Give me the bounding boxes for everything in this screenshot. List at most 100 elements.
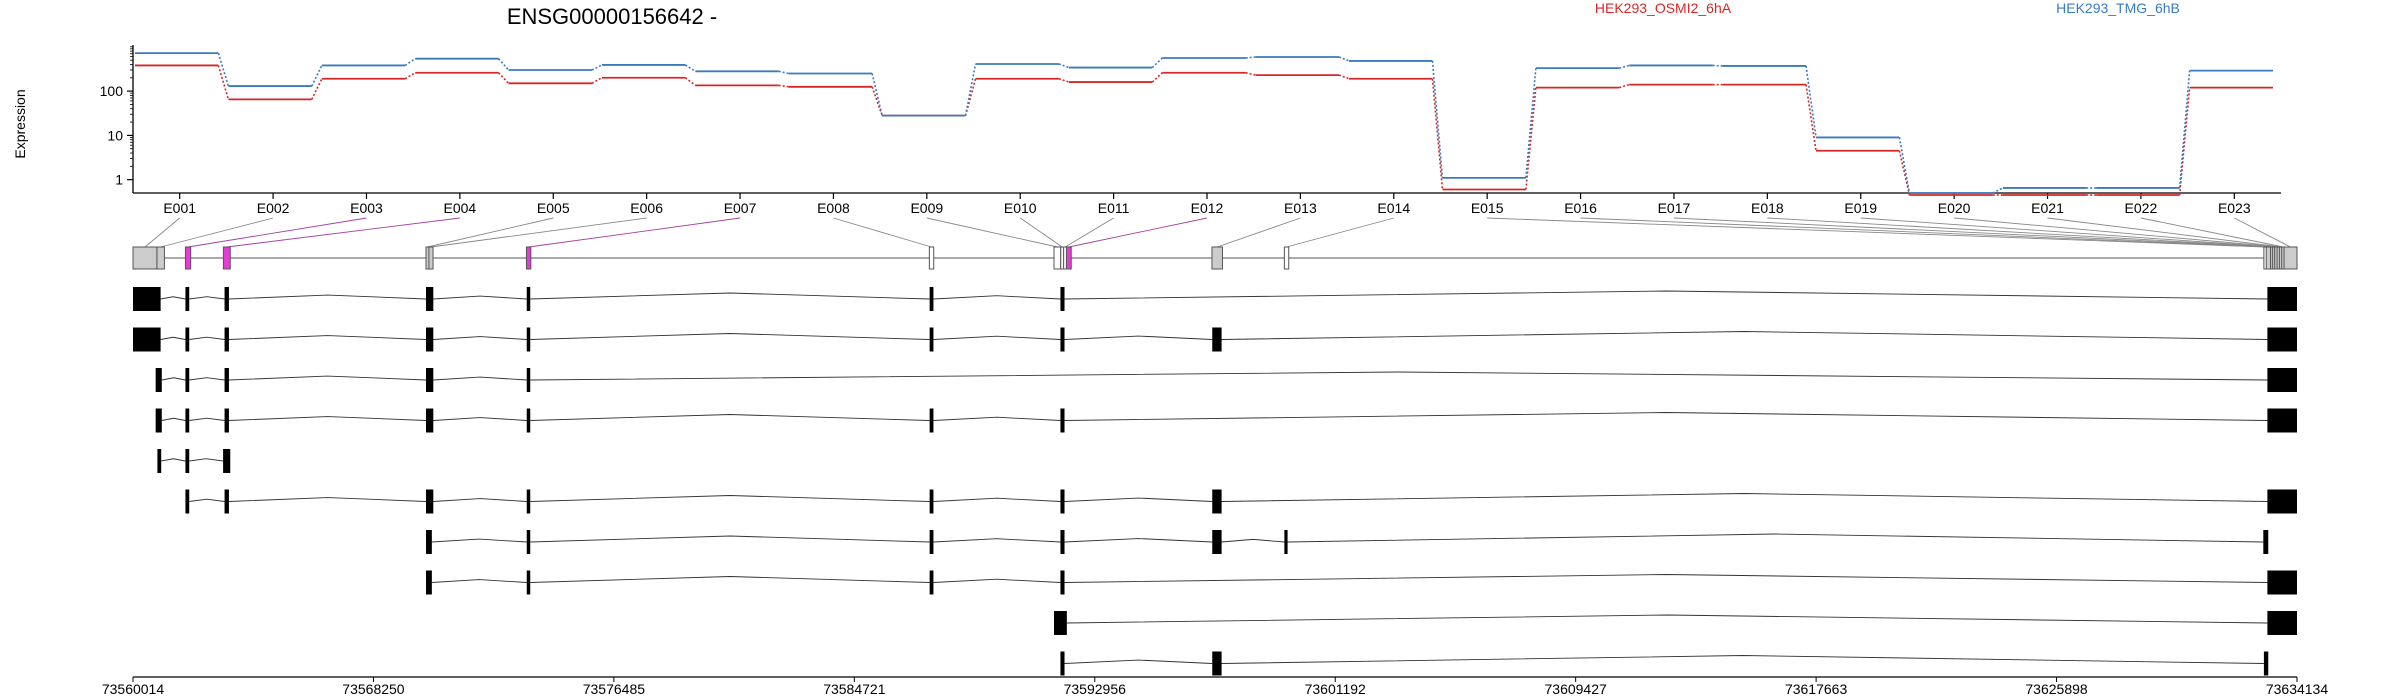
y-tick-label: 1 [115,172,123,188]
connector-E012 [1068,217,1208,248]
exon [185,327,190,352]
exon [526,530,531,554]
exon [133,287,161,311]
intron [933,416,1061,421]
coord-label: 73634134 [2266,681,2329,697]
intron [1064,538,1213,543]
exon [155,368,162,392]
series-connector [217,52,230,87]
transcript-5 [157,449,231,473]
connector-E015 [1487,217,2266,248]
connector-E001 [144,217,180,248]
exon [526,368,531,392]
exon-bin-E014 [1283,246,1290,270]
gene-model [132,246,2298,270]
x-tick-label: E017 [1658,200,1691,216]
intron [189,417,225,421]
connector-E023 [2234,217,2291,248]
x-tick-label: E001 [163,200,196,216]
intron [228,497,427,502]
exon-bin-E023 [2283,246,2298,270]
coord-label: 73568250 [342,681,405,697]
exon [526,287,531,311]
exon [1060,327,1065,352]
connector-E002 [160,217,274,248]
series-connector [1805,84,1817,151]
exon-bin-E016 [2265,246,2272,270]
series-connector [871,73,883,116]
exon [1212,651,1222,676]
exon [526,408,531,433]
intron [933,578,1061,583]
exon [426,368,434,392]
series-connector [1058,63,1070,69]
connector-E003 [187,217,367,248]
exon [1060,651,1065,676]
series-connector [2178,87,2191,196]
connector-E019 [1860,217,2277,248]
coord-label: 73560014 [102,681,165,697]
y-axis-label: Expression [12,89,28,158]
series-connector [1151,57,1163,69]
connector-E014 [1286,217,1394,248]
x-tick-label: E008 [817,200,850,216]
intron [1064,574,2268,583]
exon [426,327,434,352]
transcripts [133,287,2297,676]
axes: 1 10 100 E001 E002 E003 E004 E005 E006 E007 E008 E0… [100,45,2281,216]
chart-title: ENSG00000156642 - [507,4,717,29]
series-connector [871,86,883,116]
intron [433,295,527,300]
x-tick-label: E010 [1004,200,1037,216]
exon [1060,570,1065,595]
intron [228,294,427,300]
intron [1221,331,2268,340]
intron [933,295,1061,300]
series-connector [311,65,323,87]
intron [933,538,1061,543]
exon [2267,368,2297,392]
coord-label: 73576485 [583,681,646,697]
exon [2267,570,2297,595]
intron [1066,614,2268,624]
series-connector [1431,78,1444,190]
x-tick-label: E007 [724,200,757,216]
exon [929,530,934,554]
series-connector [591,64,603,71]
series-connector [1619,83,1630,89]
intron [228,335,427,340]
intron [189,296,225,300]
exon [185,449,190,473]
x-tick-label: E019 [1844,200,1877,216]
series-connector [1338,56,1350,62]
connector-E004 [226,217,460,248]
intron [189,458,224,462]
legend-entry-osmi2: HEK293_OSMI2_6hA [1595,0,1732,16]
series-connector [1245,56,1256,59]
exon [929,489,934,514]
series-connector [591,77,603,85]
connector-E021 [2047,217,2281,248]
exon [426,530,432,554]
series-connector [1992,187,2004,194]
coord-label: 73617663 [1785,681,1848,697]
coord-label: 73592956 [1064,681,1127,697]
exon-bin-E002 [156,246,165,270]
coord-label: 73601192 [1305,681,1366,697]
exon [2267,327,2297,352]
intron [530,333,930,340]
intron [160,296,186,300]
connector-E018 [1767,217,2275,248]
coord-label: 73609427 [1545,681,1608,697]
exon-connectors [144,217,2291,248]
exon-bin-E006 [428,246,434,270]
intron [1064,659,1213,664]
intron [1064,497,1213,502]
connector-E007 [528,217,741,248]
intron [1064,335,1213,340]
connector-E009 [926,217,1058,248]
x-tick-label: E011 [1098,200,1130,216]
series-connector [1898,137,1911,194]
x-tick-label: E015 [1471,200,1504,216]
